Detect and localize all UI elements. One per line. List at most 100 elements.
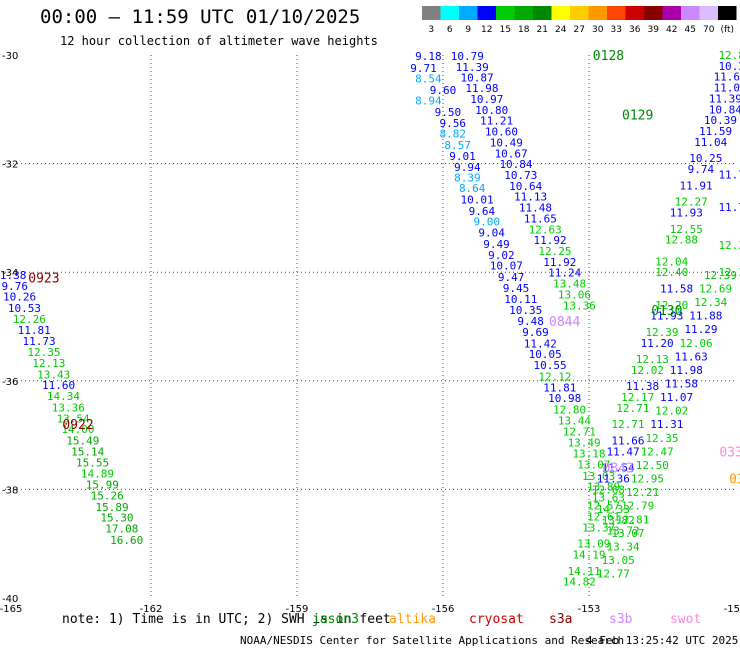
legend-label: 3 <box>428 25 434 35</box>
pass-label: 0843 <box>603 462 634 477</box>
swh-value: 11.73 <box>23 335 56 348</box>
swh-value: 13.37 <box>582 521 615 534</box>
swh-value: 12.80 <box>553 404 586 417</box>
swh-value: 14.11 <box>568 565 601 578</box>
swh-value: 11.92 <box>534 234 567 247</box>
swh-value: 12.20 <box>655 299 688 312</box>
swh-value: 12.13 <box>32 357 65 370</box>
legend-swatch <box>533 6 552 20</box>
swh-value: 11.65 <box>524 212 557 225</box>
timestamp-text: 4 Feb 13:25:42 UTC 2025 <box>586 634 739 647</box>
swh-value: 11.58 <box>660 282 693 295</box>
y-tick-label: -34 <box>2 268 18 279</box>
swh-value: 9.56 <box>439 117 466 130</box>
legend-swatch <box>496 6 515 20</box>
swh-value: 9.01 <box>449 150 476 163</box>
swh-value: 13.72 <box>607 525 640 538</box>
swh-value: 12.71 <box>616 402 649 415</box>
credit-text: NOAA/NESDIS Center for Satellite Applica… <box>240 634 625 647</box>
x-tick-label: -153 <box>578 604 601 615</box>
swh-value: 10.84 <box>499 158 532 171</box>
swh-value: 9.94 <box>454 161 481 174</box>
swh-value: 13.09 <box>577 538 610 551</box>
legend-label: 21 <box>537 25 548 35</box>
swh-value: 12.95 <box>631 473 664 486</box>
legend-label: 36 <box>629 25 641 35</box>
swh-value: 11.77 <box>718 201 740 214</box>
pass-label: 0923 <box>28 272 59 287</box>
swh-value: 12.69 <box>699 282 732 295</box>
swh-value: 9.00 <box>474 216 501 229</box>
swh-value: 15.99 <box>86 479 119 492</box>
swh-value: 11.29 <box>684 323 717 336</box>
legend-label: 42 <box>666 25 677 35</box>
swh-value: 12.55 <box>670 223 703 236</box>
swh-value: 14.00 <box>61 423 94 436</box>
swh-value: 13.34 <box>607 540 640 553</box>
swh-value: 11.01 <box>714 82 740 95</box>
swh-value: 9.74 <box>688 163 715 176</box>
swh-value: 12.68 <box>592 483 625 496</box>
legend-label: 18 <box>518 25 530 35</box>
swh-value: 12.26 <box>13 313 46 326</box>
swh-value: 9.71 <box>410 62 437 75</box>
legend-label: 9 <box>465 25 471 35</box>
swh-value: 13.18 <box>572 448 605 461</box>
legend-label: 6 <box>447 25 453 35</box>
swh-value: 12.17 <box>621 391 654 404</box>
y-tick-label: -38 <box>2 485 18 496</box>
swh-value: 13.06 <box>558 288 591 301</box>
swh-value: 11.77 <box>718 168 740 181</box>
swh-value: 11.38 <box>0 269 26 282</box>
swh-value: 11.81 <box>18 324 51 337</box>
swh-value: 15.30 <box>100 512 133 525</box>
swh-value: 16.60 <box>110 534 143 547</box>
swh-value: 12.35 <box>27 346 60 359</box>
swh-value: 11.93 <box>670 206 703 219</box>
swh-value: 11.60 <box>42 379 75 392</box>
swh-value: 11.04 <box>694 136 727 149</box>
pass-label: 0129 <box>622 109 653 124</box>
swh-value: 11.92 <box>543 256 576 269</box>
y-tick-label: -40 <box>2 594 18 605</box>
swh-value: 10.60 <box>485 126 518 139</box>
swh-value: 13.49 <box>568 437 601 450</box>
swh-value: 10.49 <box>490 136 523 149</box>
swh-value: 10.98 <box>548 392 581 405</box>
swh-value: 14.82 <box>563 576 596 589</box>
pass-label: 0922 <box>62 418 93 433</box>
swh-value: 12.89 <box>718 49 740 62</box>
satellite-name-swot: swot <box>670 612 702 627</box>
swh-value: 13.36 <box>52 401 85 414</box>
swh-value: 12.81 <box>616 513 649 526</box>
legend-label: 30 <box>592 25 604 35</box>
swh-value: 12.02 <box>655 405 688 418</box>
swh-value: 12.47 <box>641 445 674 458</box>
data-points: 9.189.718.549.608.949.509.568.828.579.01… <box>0 49 740 589</box>
pass-label: 0334 <box>729 473 740 488</box>
swh-value: 12.39 <box>704 269 737 282</box>
x-tick-label: -162 <box>140 604 163 615</box>
satellite-name-altika: altika <box>389 612 436 627</box>
legend-swatch <box>718 6 737 20</box>
y-tick-label: -30 <box>2 51 18 62</box>
swh-value: 11.98 <box>465 82 498 95</box>
pass-label: 0844 <box>549 315 580 330</box>
swh-value: 11.98 <box>670 364 703 377</box>
swh-value: 9.48 <box>517 315 544 328</box>
swh-value: 10.87 <box>461 71 494 84</box>
swh-value: 9.47 <box>498 271 525 284</box>
swh-value: 11.31 <box>650 418 683 431</box>
swh-value: 13.63 <box>592 492 625 505</box>
grid <box>5 55 735 598</box>
swh-value: 10.01 <box>461 193 494 206</box>
swh-value: 9.76 <box>1 280 28 293</box>
legend-swatch <box>625 6 644 20</box>
legend-swatch <box>459 6 478 20</box>
swh-value: 11.67 <box>714 71 740 84</box>
axis-ticks: -165 -162 -159 -156 -153 -150 -30 -32 -34 -36 -38 -… <box>0 51 740 615</box>
swh-value: 12.63 <box>529 223 562 236</box>
swh-value: 9.45 <box>503 282 530 295</box>
swh-value: 11.47 <box>607 445 640 458</box>
